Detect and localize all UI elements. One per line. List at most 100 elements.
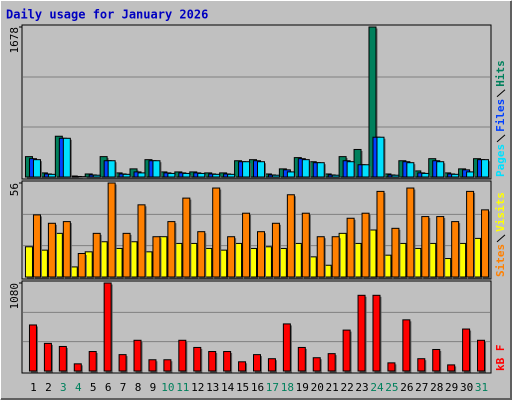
bar [163, 359, 172, 372]
bar [387, 362, 396, 372]
bar [432, 348, 441, 372]
x-tick-label: 23 [355, 381, 368, 394]
bar [197, 172, 206, 178]
x-tick-label: 6 [105, 381, 112, 394]
legend-separator [496, 134, 506, 143]
bar [481, 159, 490, 178]
bar [152, 236, 161, 278]
x-tick-label: 13 [206, 381, 219, 394]
legend-label: kB F [494, 345, 507, 372]
bar [197, 231, 206, 278]
x-tick-label: 7 [120, 381, 127, 394]
bar [271, 174, 280, 178]
bar [152, 160, 161, 178]
x-tick-label: 9 [150, 381, 157, 394]
bar [62, 137, 71, 178]
legend-label: Pages [494, 144, 507, 177]
bar [451, 221, 460, 278]
bar [47, 222, 56, 278]
y-tick-label: 1678 [8, 27, 21, 54]
bar [286, 194, 295, 278]
x-tick-label: 16 [251, 381, 264, 394]
x-tick-label: 20 [311, 381, 324, 394]
bar [257, 161, 265, 178]
x-tick-label: 12 [191, 381, 204, 394]
x-tick-label: 24 [370, 381, 384, 394]
y-tick-label: 1080 [8, 283, 21, 310]
bar [346, 161, 355, 178]
bar [421, 172, 430, 178]
bar [447, 364, 456, 372]
bar [253, 354, 261, 372]
bar [257, 231, 265, 278]
bar [376, 136, 385, 178]
bar [331, 174, 340, 178]
x-tick-label: 25 [385, 381, 398, 394]
panel-frame [21, 24, 492, 180]
bar-shadow [333, 176, 341, 179]
bar [342, 329, 351, 372]
bar [88, 351, 97, 372]
bar [327, 353, 336, 372]
bar [178, 339, 187, 372]
bar [148, 359, 157, 372]
bar [267, 358, 276, 372]
bar [133, 339, 142, 372]
bar [301, 212, 310, 278]
bar [391, 174, 400, 178]
bar-shadow [75, 177, 83, 179]
legend-label: Sites [494, 244, 507, 277]
bar-shadow [273, 176, 281, 179]
bar [451, 173, 460, 178]
bar [107, 182, 116, 278]
x-tick-label: 3 [60, 381, 67, 394]
bar [58, 345, 67, 372]
bar [238, 361, 247, 372]
bar [193, 346, 202, 372]
bar [167, 172, 176, 178]
bar [357, 294, 366, 372]
legend-label: Files [494, 99, 507, 132]
bar [436, 216, 445, 278]
bar [137, 204, 146, 278]
bar [43, 342, 52, 372]
bar [421, 216, 430, 278]
bar [32, 214, 41, 278]
chart-title: Daily usage for January 2026 [6, 8, 208, 22]
bar [316, 236, 325, 278]
x-tick-label: 5 [90, 381, 97, 394]
bar [376, 190, 385, 278]
bar [301, 159, 310, 178]
bar-shadow [94, 176, 102, 179]
bar [107, 160, 116, 178]
x-tick-label: 22 [340, 381, 353, 394]
legend-separator [496, 234, 506, 243]
panel-frame [21, 280, 492, 374]
x-tick-label: 30 [460, 381, 473, 394]
x-tick-label: 2 [45, 381, 52, 394]
bar [92, 174, 101, 178]
bar [118, 354, 127, 372]
bar [271, 222, 280, 278]
bar [406, 187, 415, 278]
bar [62, 221, 71, 278]
legend-separator [496, 89, 506, 98]
x-tick-label: 10 [161, 381, 174, 394]
bar [282, 323, 291, 372]
x-tick-label: 29 [445, 381, 458, 394]
x-tick-label: 27 [415, 381, 428, 394]
bar [77, 253, 86, 278]
bar [297, 346, 306, 372]
legend-label: Visits [494, 192, 507, 232]
x-tick-label: 4 [75, 381, 82, 394]
bar [73, 363, 82, 372]
x-tick-label: 26 [400, 381, 413, 394]
bar [212, 187, 221, 278]
bar [167, 221, 176, 278]
x-tick-label: 19 [296, 381, 309, 394]
x-tick-label: 31 [475, 381, 488, 394]
